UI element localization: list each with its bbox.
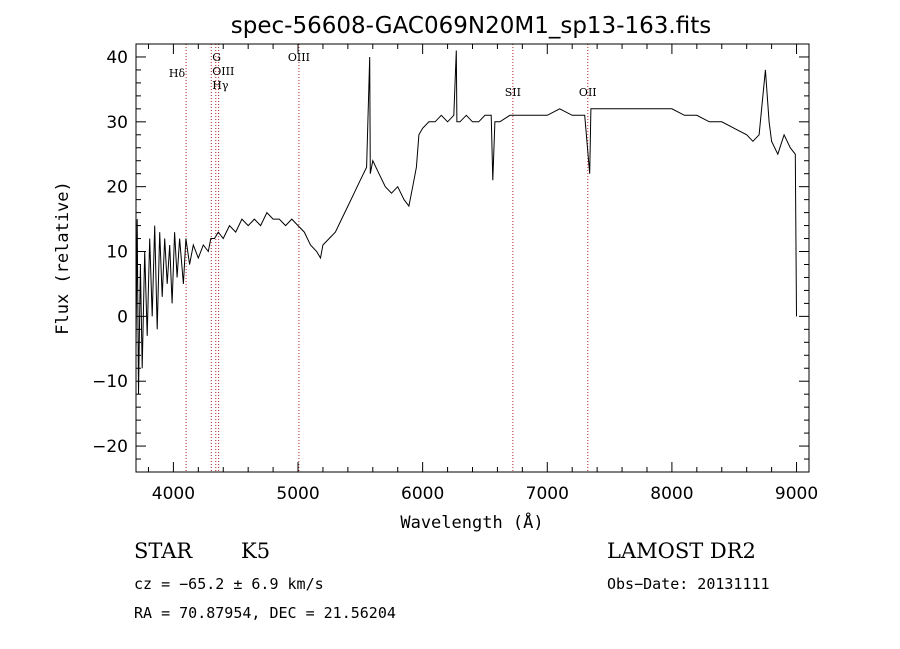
y-tick-label: 40 [106,48,128,68]
y-tick-label: 30 [106,113,128,133]
spectral-line-label: SII [505,86,521,99]
coordinates-label: RA = 70.87954, DEC = 21.56204 [134,604,396,622]
y-tick-label: 20 [106,178,128,198]
x-tick-label: 9000 [775,484,818,504]
x-tick-label: 7000 [526,484,569,504]
spectrum-line-0 [136,51,797,395]
obs-date-label: Obs−Date: 20131111 [607,575,770,593]
y-tick-label: −10 [92,372,128,392]
redshift-label: cz = −65.2 ± 6.9 km/s [134,575,324,593]
x-tick-label: 5000 [276,484,319,504]
spectral-line-label: OIII [212,65,234,78]
plot-frame [136,44,809,472]
subclass-label: K5 [241,539,270,563]
y-tick-label: −20 [92,437,128,457]
y-tick-label: 10 [106,243,128,263]
classification-label: STAR [134,539,192,563]
y-tick-label: 0 [117,307,128,327]
axis-ticks: 4000 5000 6000 7000 8000 9000 −20 −10 0 10 20 30 40 [92,44,818,504]
spectral-line-label: Hγ [212,79,229,92]
x-axis-label: Wavelength (Å) [400,511,543,533]
spectral-line-label: OII [579,86,597,99]
survey-label: LAMOST DR2 [607,539,756,563]
x-tick-label: 6000 [401,484,444,504]
y-axis-label: Flux (relative) [53,181,73,335]
x-tick-label: 8000 [650,484,693,504]
spectral-line-label: G [212,51,221,64]
chart-title: spec-56608-GAC069N20M1_sp13-163.fits [231,13,711,39]
x-tick-label: 4000 [152,484,195,504]
spectral-line-label: Hδ [169,67,186,80]
spectral-line-label: OIII [288,51,310,64]
spectrum-series [136,51,797,395]
